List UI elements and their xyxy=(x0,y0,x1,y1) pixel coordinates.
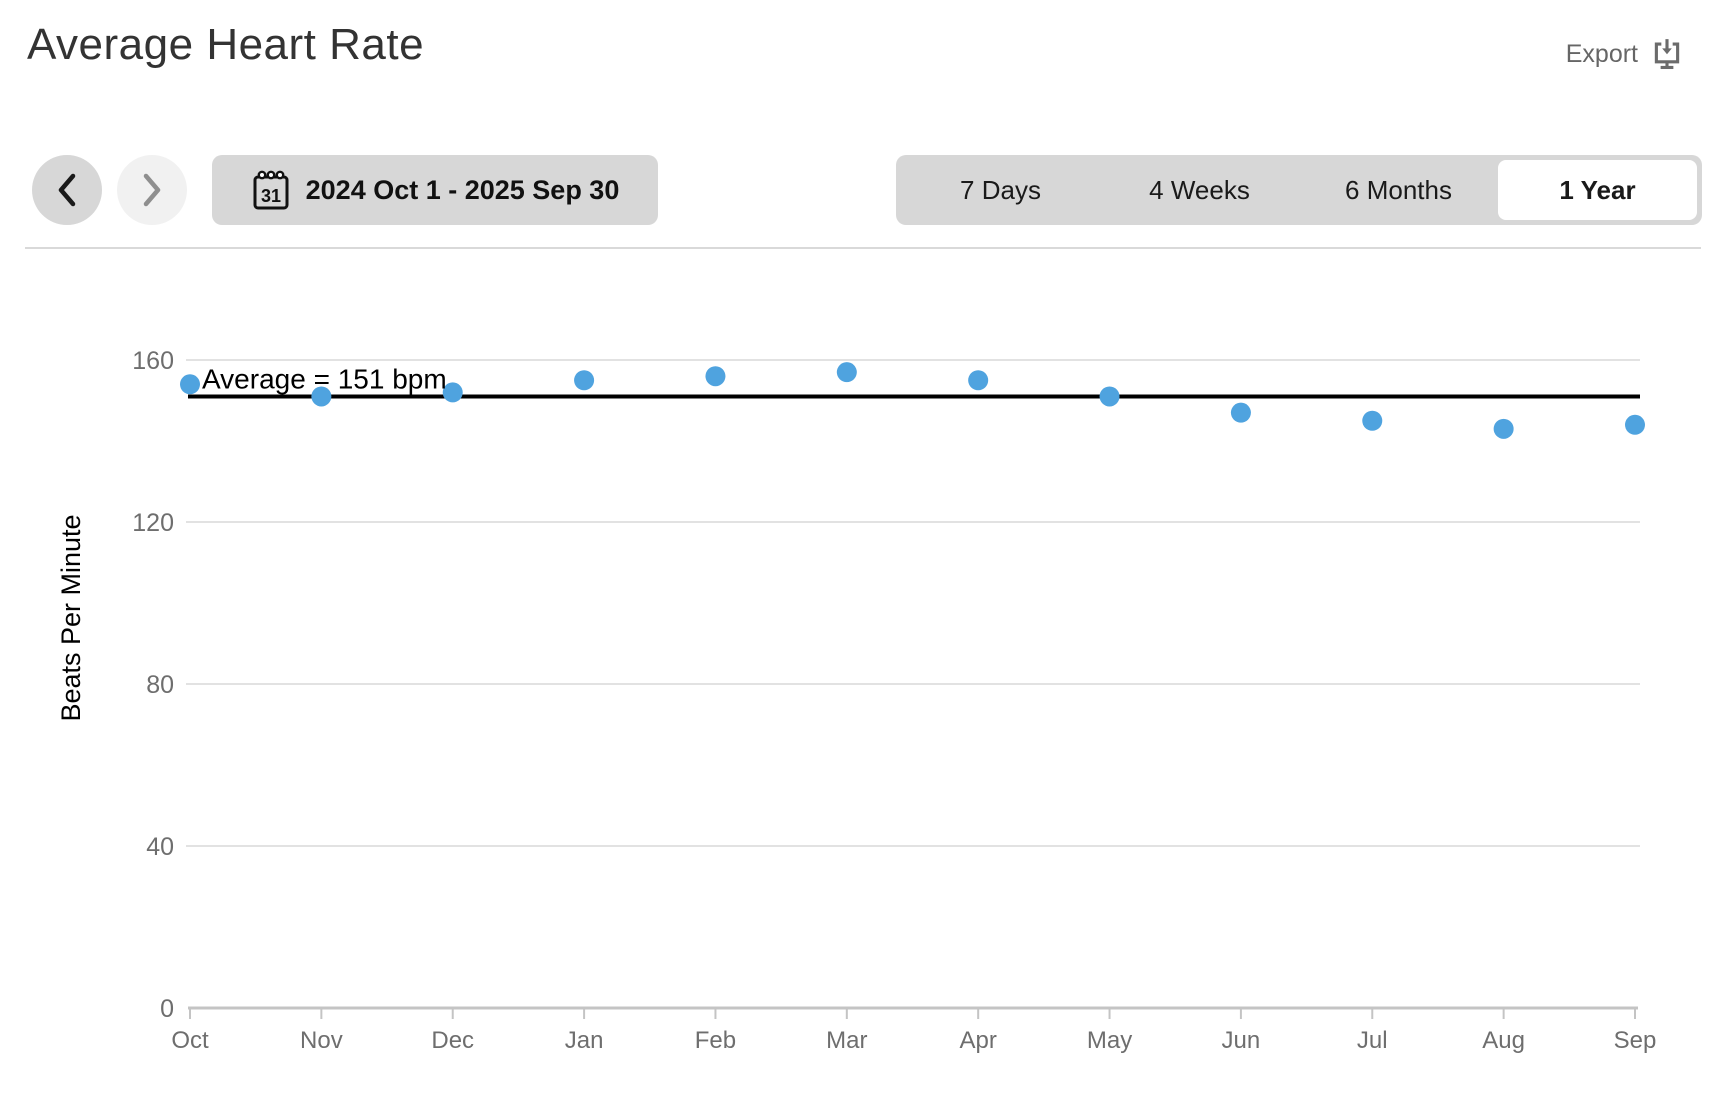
chevron-right-icon xyxy=(140,172,164,208)
y-tick-label: 80 xyxy=(146,671,174,699)
x-tick-label: Dec xyxy=(431,1027,474,1054)
previous-period-button[interactable] xyxy=(32,155,102,225)
data-point[interactable] xyxy=(836,362,857,383)
data-point[interactable] xyxy=(1099,386,1120,407)
data-point[interactable] xyxy=(968,370,989,391)
x-tick-label: Jan xyxy=(565,1027,604,1054)
x-tick-label: Feb xyxy=(695,1027,736,1054)
average-label: Average = 151 bpm xyxy=(202,363,447,394)
x-tick-label: Mar xyxy=(826,1027,867,1054)
x-tick-label: Oct xyxy=(171,1027,209,1054)
next-period-button[interactable] xyxy=(117,155,187,225)
average-heart-rate-chart: 0 40 80 120 160 Oct Nov Dec Jan Feb Mar Apr May Jun Ju… xyxy=(56,347,1657,1054)
x-tick-label: Jul xyxy=(1357,1027,1388,1054)
data-point[interactable] xyxy=(311,386,332,407)
export-button[interactable]: Export xyxy=(1560,36,1690,72)
data-point[interactable] xyxy=(1625,414,1645,435)
data-point[interactable] xyxy=(180,374,200,395)
x-tick-label: Nov xyxy=(300,1027,343,1054)
x-tick-label: May xyxy=(1087,1027,1132,1054)
export-download-icon xyxy=(1650,37,1684,71)
data-point[interactable] xyxy=(1362,410,1383,431)
chevron-left-icon xyxy=(55,172,79,208)
tab-4-weeks[interactable]: 4 Weeks xyxy=(1100,160,1299,220)
y-tick-label: 120 xyxy=(132,509,174,537)
page-title: Average Heart Rate xyxy=(27,20,425,69)
time-range-toggle: 7 Days 4 Weeks 6 Months 1 Year xyxy=(896,155,1702,225)
x-tick-label: Aug xyxy=(1482,1027,1525,1054)
y-tick-label: 0 xyxy=(160,995,174,1023)
x-tick-label: Sep xyxy=(1614,1027,1657,1054)
date-range-label: 2024 Oct 1 - 2025 Sep 30 xyxy=(305,174,620,205)
data-point[interactable] xyxy=(1230,402,1251,423)
y-axis-title: Beats Per Minute xyxy=(56,514,86,721)
calendar-day-number: 31 xyxy=(261,186,281,206)
x-tick-label: Apr xyxy=(960,1027,997,1054)
data-point[interactable] xyxy=(1493,418,1514,439)
tab-7-days[interactable]: 7 Days xyxy=(901,160,1100,220)
y-tick-label: 40 xyxy=(146,833,174,861)
tab-6-months[interactable]: 6 Months xyxy=(1299,160,1498,220)
export-label: Export xyxy=(1565,39,1638,68)
header-separator xyxy=(25,247,1701,249)
tab-1-year[interactable]: 1 Year xyxy=(1498,160,1697,220)
data-point[interactable] xyxy=(705,366,726,387)
data-point[interactable] xyxy=(574,370,595,391)
date-range-button[interactable]: 31 2024 Oct 1 - 2025 Sep 30 xyxy=(212,155,658,225)
calendar-icon: 31 xyxy=(251,168,291,212)
y-tick-label: 160 xyxy=(132,347,174,375)
x-tick-label: Jun xyxy=(1222,1027,1261,1054)
data-point[interactable] xyxy=(442,382,463,403)
